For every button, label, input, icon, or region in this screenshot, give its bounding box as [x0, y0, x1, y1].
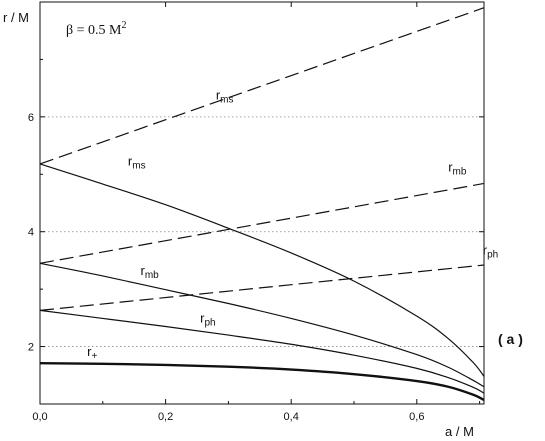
curve-label-rms-dashed: rms — [216, 88, 234, 106]
y-tick-label: 2 — [28, 342, 34, 354]
curve-label-sub: ms — [220, 95, 233, 106]
curve-label-sub: ms — [132, 161, 145, 172]
beta-annotation-exponent: 2 — [121, 20, 126, 31]
curve-label-main: r — [200, 310, 205, 325]
grid — [40, 116, 484, 347]
series-rplus — [39, 362, 485, 402]
curve-label-main: r — [448, 159, 453, 174]
series-rph-solid — [39, 309, 485, 394]
x-tick-label: 0,0 — [32, 411, 47, 423]
curve-label-sub: ph — [487, 250, 498, 261]
series-rmb-solid — [39, 262, 485, 388]
plot-frame — [39, 1, 485, 405]
curve-label-main: r — [216, 88, 221, 103]
curve-label-sub: + — [91, 351, 97, 362]
curve-label-main: r — [87, 344, 92, 359]
curve-label-sub: mb — [453, 166, 467, 177]
curve-label-main: r — [483, 243, 488, 258]
series-rms-dashed — [39, 7, 485, 165]
beta-annotation-text: β = 0.5 M — [66, 23, 122, 38]
ticks: 2 4 6 0,0 0,2 0,4 0,6 — [28, 2, 484, 423]
x-axis-label: a / M — [445, 424, 474, 439]
series-rph-dashed — [39, 264, 485, 311]
series-rms-solid — [39, 163, 485, 377]
curve-label-rph-dashed: rph — [483, 243, 498, 261]
curve-label-main: r — [140, 263, 145, 278]
panel-label: ( a ) — [498, 331, 523, 347]
y-axis-label: r / M — [3, 10, 29, 25]
x-tick-label: 0,4 — [284, 411, 299, 423]
curve-label-main: r — [128, 154, 133, 169]
y-tick-label: 4 — [28, 227, 34, 239]
curve-label-rplus: r+ — [87, 344, 97, 362]
curve-label-rph-solid: rph — [200, 310, 215, 328]
series-rmb-dashed — [39, 182, 485, 264]
curve-label-rms-solid: rms — [128, 154, 146, 172]
curve-label-rmb-dashed: rmb — [448, 159, 467, 177]
beta-annotation: β = 0.5 M2 — [66, 20, 126, 38]
curve-label-sub: mb — [145, 270, 159, 281]
x-tick-label: 0,6 — [409, 411, 424, 423]
x-tick-label: 0,2 — [158, 411, 173, 423]
curve-label-rmb-solid: rmb — [140, 263, 159, 281]
series-group — [39, 7, 485, 402]
y-tick-label: 6 — [28, 112, 34, 124]
curve-label-sub: ph — [204, 317, 215, 328]
